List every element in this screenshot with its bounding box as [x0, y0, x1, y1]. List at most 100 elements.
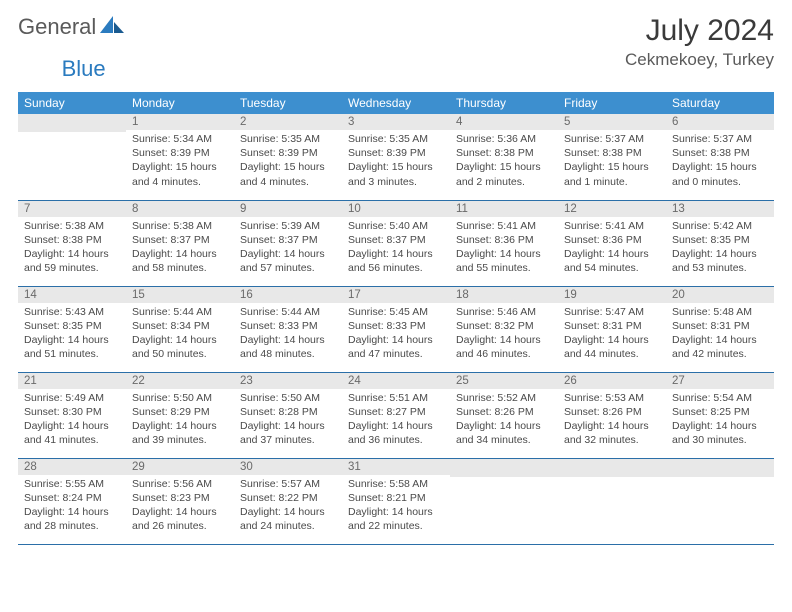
day-content: Sunrise: 5:38 AMSunset: 8:38 PMDaylight:… [18, 217, 126, 280]
day-line-sr: Sunrise: 5:42 AM [672, 219, 768, 233]
day-line-d1: Daylight: 14 hours [672, 333, 768, 347]
day-number: 21 [18, 373, 126, 389]
day-number: 14 [18, 287, 126, 303]
day-line-d2: and 53 minutes. [672, 261, 768, 275]
day-line-ss: Sunset: 8:26 PM [456, 405, 552, 419]
calendar-day-cell: 17Sunrise: 5:45 AMSunset: 8:33 PMDayligh… [342, 286, 450, 372]
weekday-header: Friday [558, 92, 666, 114]
day-line-sr: Sunrise: 5:37 AM [672, 132, 768, 146]
day-number: 2 [234, 114, 342, 130]
day-line-d1: Daylight: 14 hours [456, 247, 552, 261]
calendar-week-row: 28Sunrise: 5:55 AMSunset: 8:24 PMDayligh… [18, 458, 774, 544]
day-line-d1: Daylight: 14 hours [132, 247, 228, 261]
day-content [18, 132, 126, 138]
day-number: 3 [342, 114, 450, 130]
day-content: Sunrise: 5:41 AMSunset: 8:36 PMDaylight:… [450, 217, 558, 280]
calendar-day-cell: 16Sunrise: 5:44 AMSunset: 8:33 PMDayligh… [234, 286, 342, 372]
day-line-d1: Daylight: 14 hours [564, 419, 660, 433]
day-line-d2: and 36 minutes. [348, 433, 444, 447]
day-content: Sunrise: 5:54 AMSunset: 8:25 PMDaylight:… [666, 389, 774, 452]
day-number [558, 459, 666, 477]
weekday-header-row: Sunday Monday Tuesday Wednesday Thursday… [18, 92, 774, 114]
day-line-d2: and 57 minutes. [240, 261, 336, 275]
calendar-day-cell: 4Sunrise: 5:36 AMSunset: 8:38 PMDaylight… [450, 114, 558, 200]
day-line-sr: Sunrise: 5:41 AM [456, 219, 552, 233]
day-line-sr: Sunrise: 5:45 AM [348, 305, 444, 319]
calendar-day-cell: 29Sunrise: 5:56 AMSunset: 8:23 PMDayligh… [126, 458, 234, 544]
day-line-d1: Daylight: 14 hours [564, 247, 660, 261]
calendar-day-cell: 19Sunrise: 5:47 AMSunset: 8:31 PMDayligh… [558, 286, 666, 372]
day-line-sr: Sunrise: 5:38 AM [24, 219, 120, 233]
weekday-header: Thursday [450, 92, 558, 114]
day-line-d2: and 4 minutes. [240, 175, 336, 189]
day-line-ss: Sunset: 8:39 PM [348, 146, 444, 160]
calendar-day-cell [558, 458, 666, 544]
day-line-d2: and 55 minutes. [456, 261, 552, 275]
day-line-d1: Daylight: 15 hours [564, 160, 660, 174]
day-line-d1: Daylight: 14 hours [456, 333, 552, 347]
calendar-week-row: 7Sunrise: 5:38 AMSunset: 8:38 PMDaylight… [18, 200, 774, 286]
day-line-ss: Sunset: 8:29 PM [132, 405, 228, 419]
day-line-ss: Sunset: 8:35 PM [24, 319, 120, 333]
day-line-d2: and 0 minutes. [672, 175, 768, 189]
day-line-sr: Sunrise: 5:38 AM [132, 219, 228, 233]
day-line-d1: Daylight: 15 hours [672, 160, 768, 174]
day-line-ss: Sunset: 8:25 PM [672, 405, 768, 419]
day-line-ss: Sunset: 8:35 PM [672, 233, 768, 247]
weekday-header: Monday [126, 92, 234, 114]
day-line-sr: Sunrise: 5:46 AM [456, 305, 552, 319]
day-line-d2: and 30 minutes. [672, 433, 768, 447]
day-content: Sunrise: 5:50 AMSunset: 8:29 PMDaylight:… [126, 389, 234, 452]
calendar-week-row: 21Sunrise: 5:49 AMSunset: 8:30 PMDayligh… [18, 372, 774, 458]
calendar-day-cell: 1Sunrise: 5:34 AMSunset: 8:39 PMDaylight… [126, 114, 234, 200]
calendar-day-cell: 21Sunrise: 5:49 AMSunset: 8:30 PMDayligh… [18, 372, 126, 458]
calendar-day-cell: 31Sunrise: 5:58 AMSunset: 8:21 PMDayligh… [342, 458, 450, 544]
day-content: Sunrise: 5:49 AMSunset: 8:30 PMDaylight:… [18, 389, 126, 452]
day-line-sr: Sunrise: 5:54 AM [672, 391, 768, 405]
day-line-sr: Sunrise: 5:39 AM [240, 219, 336, 233]
calendar-day-cell: 26Sunrise: 5:53 AMSunset: 8:26 PMDayligh… [558, 372, 666, 458]
day-line-d1: Daylight: 14 hours [24, 247, 120, 261]
day-number: 12 [558, 201, 666, 217]
logo-word1: General [18, 14, 96, 40]
day-line-d1: Daylight: 14 hours [348, 505, 444, 519]
calendar-day-cell: 7Sunrise: 5:38 AMSunset: 8:38 PMDaylight… [18, 200, 126, 286]
day-content: Sunrise: 5:34 AMSunset: 8:39 PMDaylight:… [126, 130, 234, 193]
calendar-day-cell: 20Sunrise: 5:48 AMSunset: 8:31 PMDayligh… [666, 286, 774, 372]
day-line-sr: Sunrise: 5:35 AM [240, 132, 336, 146]
day-line-d1: Daylight: 15 hours [132, 160, 228, 174]
calendar-day-cell: 3Sunrise: 5:35 AMSunset: 8:39 PMDaylight… [342, 114, 450, 200]
day-line-ss: Sunset: 8:22 PM [240, 491, 336, 505]
weekday-header: Saturday [666, 92, 774, 114]
day-content: Sunrise: 5:52 AMSunset: 8:26 PMDaylight:… [450, 389, 558, 452]
day-number: 22 [126, 373, 234, 389]
calendar-day-cell: 27Sunrise: 5:54 AMSunset: 8:25 PMDayligh… [666, 372, 774, 458]
day-line-d1: Daylight: 14 hours [24, 333, 120, 347]
day-line-d1: Daylight: 14 hours [132, 333, 228, 347]
day-line-ss: Sunset: 8:26 PM [564, 405, 660, 419]
month-title: July 2024 [625, 14, 774, 48]
day-number: 4 [450, 114, 558, 130]
day-line-sr: Sunrise: 5:56 AM [132, 477, 228, 491]
day-line-d1: Daylight: 14 hours [348, 333, 444, 347]
day-line-sr: Sunrise: 5:40 AM [348, 219, 444, 233]
calendar-day-cell: 6Sunrise: 5:37 AMSunset: 8:38 PMDaylight… [666, 114, 774, 200]
day-line-d2: and 48 minutes. [240, 347, 336, 361]
day-content [558, 477, 666, 483]
day-line-sr: Sunrise: 5:44 AM [240, 305, 336, 319]
day-line-ss: Sunset: 8:23 PM [132, 491, 228, 505]
day-line-d2: and 54 minutes. [564, 261, 660, 275]
day-line-d1: Daylight: 14 hours [132, 419, 228, 433]
day-line-sr: Sunrise: 5:50 AM [132, 391, 228, 405]
calendar-day-cell: 30Sunrise: 5:57 AMSunset: 8:22 PMDayligh… [234, 458, 342, 544]
calendar-day-cell [450, 458, 558, 544]
day-line-sr: Sunrise: 5:58 AM [348, 477, 444, 491]
weekday-header: Sunday [18, 92, 126, 114]
day-line-d2: and 26 minutes. [132, 519, 228, 533]
day-content: Sunrise: 5:35 AMSunset: 8:39 PMDaylight:… [342, 130, 450, 193]
calendar-day-cell: 8Sunrise: 5:38 AMSunset: 8:37 PMDaylight… [126, 200, 234, 286]
day-number: 24 [342, 373, 450, 389]
day-line-sr: Sunrise: 5:51 AM [348, 391, 444, 405]
day-line-ss: Sunset: 8:31 PM [672, 319, 768, 333]
calendar-day-cell: 28Sunrise: 5:55 AMSunset: 8:24 PMDayligh… [18, 458, 126, 544]
